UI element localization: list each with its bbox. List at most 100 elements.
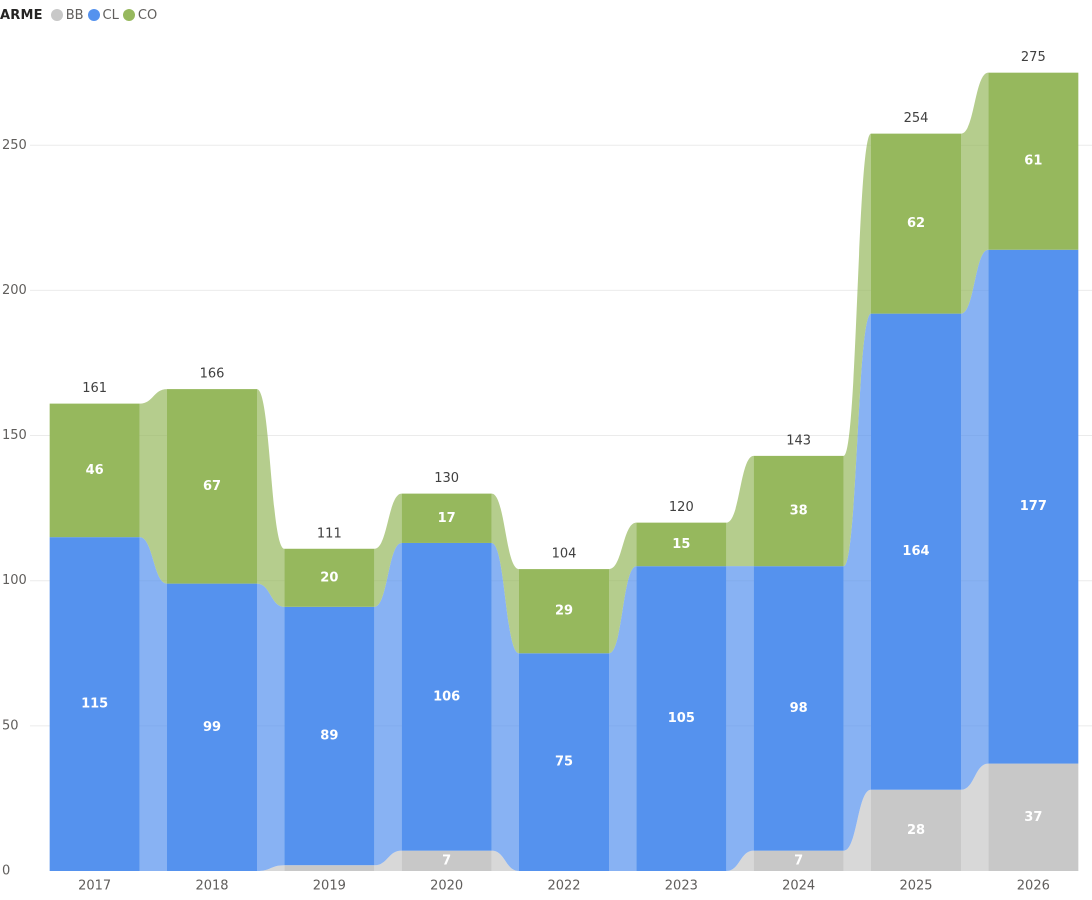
data-label-co: 20 xyxy=(320,570,338,585)
total-label: 161 xyxy=(82,381,107,396)
x-tick-label: 2025 xyxy=(899,879,932,894)
y-tick-label: 200 xyxy=(2,283,27,298)
y-axis: 0 50 100 150 200 250 xyxy=(2,138,27,879)
ribbon-co xyxy=(961,72,989,314)
legend-title: ARME xyxy=(0,7,43,23)
data-labels: 115 46 161 99 67 166 89 20 111 7 106 17 130 75 29 104 10… xyxy=(81,50,1047,868)
bar-bb xyxy=(284,865,375,871)
bar-cl xyxy=(49,537,140,871)
data-label-cl: 115 xyxy=(81,697,108,712)
data-label-cl: 106 xyxy=(433,689,460,704)
data-label-co: 67 xyxy=(203,479,221,494)
bar-co xyxy=(988,72,1079,250)
data-label-co: 38 xyxy=(790,504,808,519)
legend-item-cl[interactable]: CL xyxy=(87,7,119,23)
total-label: 130 xyxy=(434,471,459,486)
data-label-co: 29 xyxy=(555,604,573,619)
data-label-co: 17 xyxy=(438,511,456,526)
x-tick-label: 2022 xyxy=(547,879,580,894)
ribbon-co xyxy=(374,493,402,607)
bar-cl xyxy=(753,566,844,851)
bar-cl xyxy=(988,249,1079,764)
legend-item-co[interactable]: CO xyxy=(122,7,158,23)
ribbon-bb xyxy=(843,789,871,871)
bar-co xyxy=(284,548,375,607)
legend-label: BB xyxy=(65,7,84,23)
bar-cl xyxy=(519,653,609,871)
ribbon-co xyxy=(609,522,637,654)
y-tick-label: 0 xyxy=(2,864,10,879)
data-label-bb: 7 xyxy=(442,853,451,868)
x-tick-label: 2024 xyxy=(782,879,815,894)
data-label-bb: 37 xyxy=(1024,810,1042,825)
total-label: 254 xyxy=(904,111,929,126)
y-tick-label: 100 xyxy=(2,573,27,588)
bar-bb xyxy=(871,789,961,871)
bar-cl xyxy=(871,313,961,790)
bar-bb xyxy=(753,850,844,871)
total-label: 275 xyxy=(1021,50,1046,65)
ribbon-cl xyxy=(257,583,285,871)
x-tick-label: 2017 xyxy=(78,879,111,894)
ribbon-cl xyxy=(491,542,519,871)
total-label: 111 xyxy=(317,526,342,541)
data-label-co: 15 xyxy=(672,537,690,552)
x-tick-label: 2018 xyxy=(195,879,228,894)
bar-co xyxy=(871,133,961,314)
data-label-cl: 75 xyxy=(555,755,573,770)
bar-co xyxy=(401,493,492,543)
bar-co xyxy=(753,455,844,567)
total-label: 120 xyxy=(669,500,694,515)
legend-dot-icon xyxy=(122,9,135,21)
total-label: 104 xyxy=(552,547,577,562)
ribbon-co xyxy=(726,455,754,567)
bars xyxy=(49,72,1079,871)
bar-cl xyxy=(284,606,375,866)
ribbons xyxy=(139,72,989,871)
data-label-cl: 164 xyxy=(902,544,929,559)
bar-co xyxy=(167,389,257,584)
data-label-cl: 98 xyxy=(790,701,808,716)
ribbon-cl xyxy=(609,566,637,871)
ribbon-co xyxy=(139,389,167,584)
bar-co xyxy=(519,569,609,654)
bar-cl xyxy=(167,583,257,871)
bar-cl xyxy=(401,542,492,851)
legend-label: CO xyxy=(137,7,158,23)
ribbon-cl xyxy=(726,566,754,871)
data-label-cl: 99 xyxy=(203,720,221,735)
data-label-cl: 177 xyxy=(1020,499,1047,514)
ribbon-cl xyxy=(843,313,871,851)
ribbon-co xyxy=(257,389,285,607)
data-label-co: 61 xyxy=(1024,154,1042,169)
legend-item-bb[interactable]: BB xyxy=(50,7,84,23)
legend-dot-icon xyxy=(50,9,63,21)
bar-bb xyxy=(988,763,1079,871)
ribbon-cl xyxy=(961,249,989,790)
total-label: 166 xyxy=(200,367,225,382)
data-label-bb: 7 xyxy=(794,853,803,868)
x-axis: 2017 2018 2019 2020 2022 2023 2024 2025 2026 xyxy=(78,879,1050,894)
bar-co xyxy=(636,522,727,567)
x-tick-label: 2020 xyxy=(430,879,463,894)
legend-label: CL xyxy=(102,7,119,23)
x-tick-label: 2026 xyxy=(1017,879,1050,894)
bar-co xyxy=(49,403,140,538)
data-label-co: 62 xyxy=(907,216,925,231)
ribbon-bb xyxy=(374,850,402,871)
y-tick-label: 50 xyxy=(2,718,19,733)
ribbon-cl xyxy=(139,537,167,871)
x-tick-label: 2023 xyxy=(665,879,698,894)
total-label: 143 xyxy=(786,433,811,448)
data-label-cl: 105 xyxy=(668,711,695,726)
ribbon-co xyxy=(843,133,871,567)
ribbon-cl xyxy=(374,542,402,866)
x-tick-label: 2019 xyxy=(313,879,346,894)
bar-cl xyxy=(636,566,727,871)
data-label-cl: 89 xyxy=(320,729,338,744)
y-tick-label: 150 xyxy=(2,428,27,443)
legend-dot-icon xyxy=(87,9,100,21)
y-tick-label: 250 xyxy=(2,138,27,153)
legend: ARME BB CL CO xyxy=(0,5,161,25)
